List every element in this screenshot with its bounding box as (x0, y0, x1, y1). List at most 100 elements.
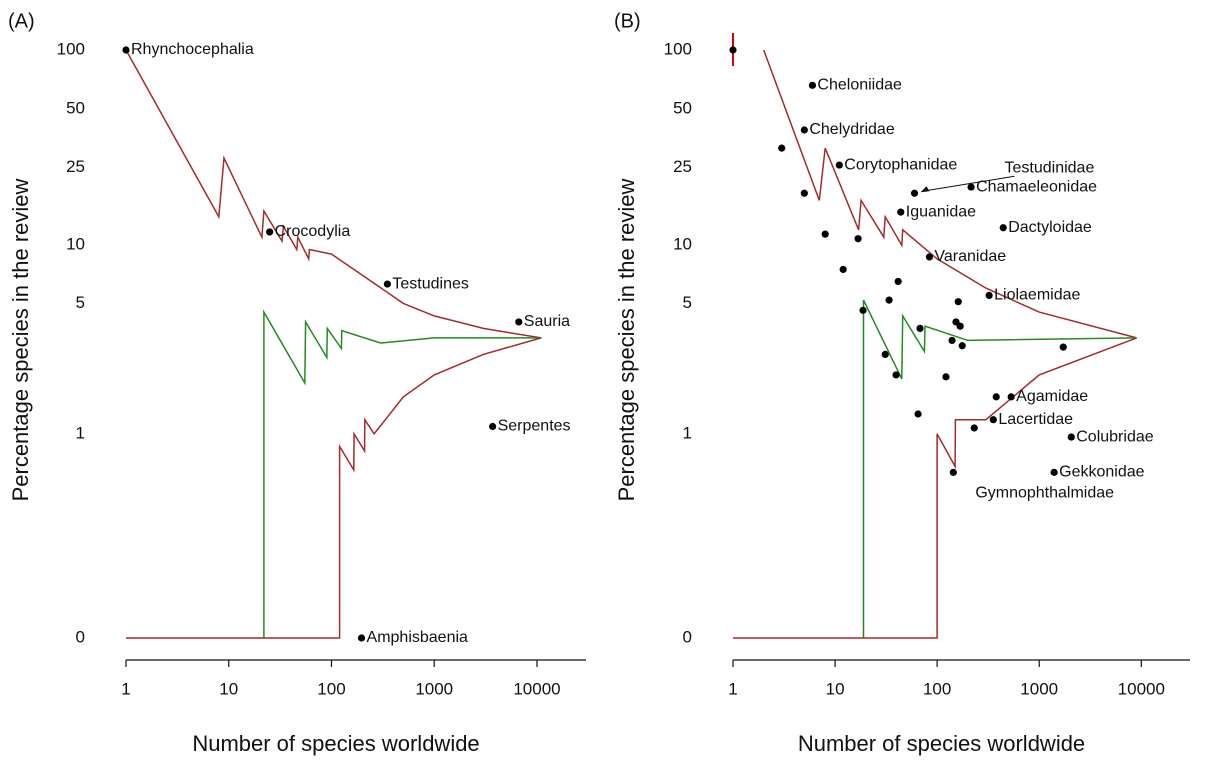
point (942, 373, 950, 381)
point-label: Gymnophthalmidae (975, 485, 1114, 502)
point (916, 324, 924, 333)
point (881, 350, 889, 358)
panel-label: (B) (614, 10, 641, 32)
point-label: Serpentes (498, 418, 571, 435)
point-label: Colubridae (1076, 428, 1153, 445)
point-label: Rhynchocephalia (131, 41, 254, 58)
x-axis-title: Number of species worldwide (798, 731, 1085, 756)
x-tick-label: 100 (923, 679, 951, 698)
point (910, 189, 919, 197)
point (800, 126, 808, 134)
x-tick-label: 1 (728, 679, 737, 698)
point-label: Liolaemidae (994, 287, 1080, 304)
point-label: Testudinidae (1005, 159, 1095, 176)
x-tick-label: 10 (826, 679, 845, 698)
y-axis-title: Percentage species in the review (614, 178, 639, 501)
y-tick-label: 100 (57, 39, 85, 58)
point (778, 144, 786, 152)
point (266, 228, 274, 236)
point (925, 253, 934, 261)
x-tick-label: 1000 (1020, 679, 1058, 698)
funnel-line (862, 299, 1137, 638)
y-axis-title: Percentage species in the review (8, 178, 33, 501)
arrow-head (920, 186, 930, 193)
point (970, 424, 978, 432)
point-label: Lacertidae (998, 411, 1073, 428)
x-tick-label: 10000 (1118, 679, 1165, 698)
point (949, 468, 957, 476)
point-label: Cheloniidae (817, 77, 902, 94)
point (1067, 433, 1075, 441)
y-tick-label: 1 (76, 423, 85, 442)
point-label: Sauria (524, 313, 570, 330)
point (985, 291, 993, 300)
funnel-line (762, 49, 1137, 339)
label-arrow (922, 175, 1015, 192)
y-tick-label: 1 (683, 423, 692, 442)
point (948, 336, 956, 345)
point (894, 277, 902, 286)
point-label: Corytophanidae (844, 156, 957, 173)
funnel-line (733, 337, 1137, 639)
point-label: Varanidae (934, 248, 1006, 265)
point (1007, 393, 1015, 401)
point (357, 634, 366, 642)
point-label: Crocodylia (275, 223, 351, 240)
x-tick-label: 10 (219, 679, 238, 698)
funnel-line (263, 309, 542, 638)
point (1059, 343, 1067, 351)
y-tick-label: 0 (683, 627, 692, 646)
point (383, 280, 391, 288)
x-tick-label: 10000 (513, 679, 560, 698)
point (892, 371, 900, 379)
y-tick-label: 25 (673, 157, 692, 176)
y-tick-label: 50 (673, 98, 692, 117)
point (885, 296, 893, 304)
point-label: Amphisbaenia (367, 629, 469, 646)
funnel-line (126, 337, 542, 639)
point (821, 230, 829, 238)
x-tick-label: 1 (121, 679, 130, 698)
point (1050, 468, 1058, 476)
point (992, 393, 1000, 401)
point (800, 189, 808, 197)
point (958, 342, 966, 350)
point (808, 81, 817, 89)
point (122, 46, 130, 54)
point (835, 161, 843, 169)
y-tick-label: 10 (673, 235, 692, 254)
y-tick-label: 10 (66, 235, 85, 254)
y-tick-label: 100 (664, 39, 692, 58)
x-tick-label: 100 (317, 679, 345, 698)
point (967, 183, 975, 191)
point-label: Gekkonidae (1059, 464, 1144, 481)
y-tick-label: 5 (683, 293, 692, 312)
point (515, 318, 523, 326)
point-label: Chamaeleonidae (976, 178, 1097, 195)
point-label: Testudines (392, 275, 469, 292)
x-axis-title: Number of species worldwide (192, 731, 479, 756)
point-label: Dactyloidae (1008, 219, 1092, 236)
y-tick-label: 25 (66, 157, 85, 176)
point (989, 416, 997, 424)
x-tick-label: 1000 (415, 679, 453, 698)
y-tick-label: 50 (66, 98, 85, 117)
y-tick-label: 0 (76, 627, 85, 646)
point (954, 298, 962, 306)
point (897, 208, 905, 216)
point (729, 46, 737, 54)
point (489, 422, 497, 431)
point (839, 265, 847, 274)
point (854, 235, 862, 243)
point-label: Agamidae (1016, 388, 1088, 405)
point (956, 322, 964, 330)
funnel-line (125, 49, 542, 339)
point (999, 224, 1007, 232)
point-label: Iguanidae (906, 203, 976, 220)
y-tick-label: 5 (76, 293, 85, 312)
point-label: Chelydridae (809, 121, 894, 138)
panel-label: (A) (8, 10, 35, 32)
point (914, 410, 922, 418)
